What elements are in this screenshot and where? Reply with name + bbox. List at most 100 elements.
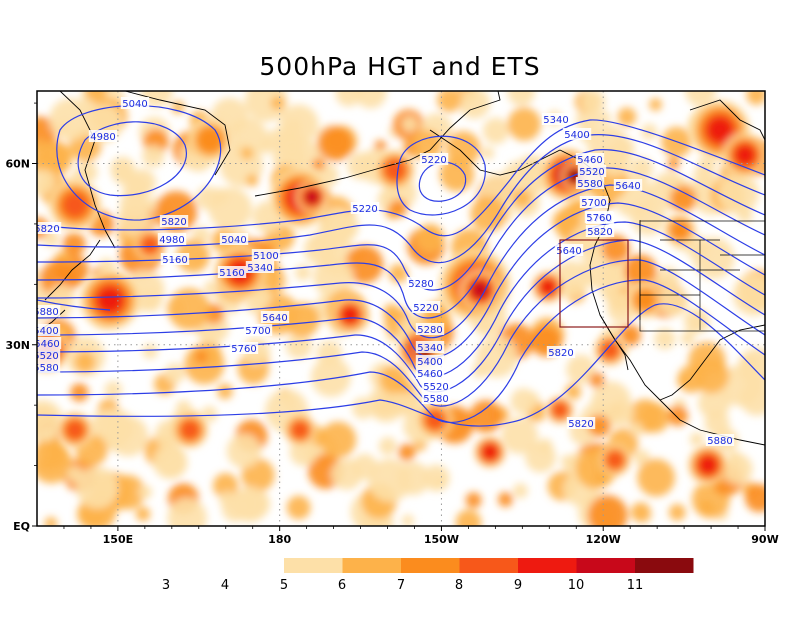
contour-label: 5640 — [554, 244, 584, 257]
contour-label: 5340 — [415, 341, 445, 354]
svg-text:5520: 5520 — [423, 382, 448, 393]
contour-label: 5580 — [575, 177, 605, 190]
legend-swatch — [401, 558, 460, 573]
y-tick-label: 60N — [5, 158, 30, 171]
contour-label: 5040 — [219, 233, 249, 246]
svg-text:4980: 4980 — [159, 235, 184, 246]
svg-text:5640: 5640 — [262, 313, 287, 324]
legend-swatch — [576, 558, 635, 573]
svg-text:5820: 5820 — [568, 419, 593, 430]
svg-text:5340: 5340 — [417, 343, 442, 354]
legend-swatch — [518, 558, 577, 573]
contour-label: 5220 — [419, 153, 449, 166]
legend-swatch — [284, 558, 343, 573]
svg-text:5760: 5760 — [586, 213, 611, 224]
contour-label: 5400 — [33, 324, 61, 337]
contour-label: 5820 — [37, 222, 62, 235]
svg-text:5280: 5280 — [408, 279, 433, 290]
legend-label: 8 — [455, 578, 463, 593]
svg-text:5160: 5160 — [162, 255, 187, 266]
svg-text:5700: 5700 — [581, 198, 606, 209]
svg-text:5340: 5340 — [543, 115, 568, 126]
contour-label: 5040 — [120, 97, 150, 110]
contour-label: 4980 — [88, 130, 118, 143]
svg-text:5100: 5100 — [253, 251, 278, 262]
contour-label: 5820 — [585, 225, 615, 238]
y-tick-label: 30N — [5, 339, 30, 352]
contour-label: 5460 — [415, 367, 445, 380]
contour-label: 5520 — [33, 349, 61, 362]
contour-label: 5820 — [546, 346, 576, 359]
svg-text:5460: 5460 — [417, 369, 442, 380]
legend-colorbar: 3 4 5 6 7 8 9 10 11 — [162, 558, 694, 593]
svg-text:5640: 5640 — [556, 246, 581, 257]
contour-label: 5520 — [421, 380, 451, 393]
svg-text:5040: 5040 — [122, 99, 147, 110]
svg-text:5400: 5400 — [33, 326, 58, 337]
contour-label: 4980 — [157, 233, 187, 246]
legend-label: 5 — [280, 578, 288, 593]
contour-label: 5580 — [421, 392, 451, 405]
legend-label: 3 — [162, 578, 170, 593]
contour-label: 5640 — [260, 311, 290, 324]
svg-text:5400: 5400 — [564, 130, 589, 141]
contour-label: 5580 — [33, 361, 61, 374]
svg-text:5520: 5520 — [579, 167, 604, 178]
contour-label: 5160 — [217, 266, 247, 279]
contour-label: 5700 — [243, 324, 273, 337]
ets-shading — [37, 91, 765, 526]
legend-label: 6 — [338, 578, 346, 593]
legend-label: 4 — [221, 578, 229, 593]
contour-label: 5220 — [350, 202, 380, 215]
map-frame — [36, 90, 766, 527]
legend-label: 7 — [397, 578, 405, 593]
contour-label: 5820 — [566, 417, 596, 430]
contour-label: 5340 — [245, 261, 275, 274]
contour-label: 5460 — [34, 337, 62, 350]
svg-text:5220: 5220 — [413, 303, 438, 314]
x-tick-label: 150W — [424, 533, 459, 546]
contour-label: 5220 — [411, 301, 441, 314]
region-boxes — [559, 220, 765, 332]
x-tick-label: 150E — [103, 533, 133, 546]
legend-swatch — [342, 558, 401, 573]
svg-text:5460: 5460 — [34, 339, 59, 350]
legend-swatch — [459, 558, 518, 573]
svg-text:5580: 5580 — [33, 363, 58, 374]
axes: 150E 180 150W 120W 90W 60N 30N EQ — [5, 102, 779, 546]
svg-text:5880: 5880 — [707, 436, 732, 447]
svg-text:5820: 5820 — [587, 227, 612, 238]
svg-text:5040: 5040 — [221, 235, 246, 246]
svg-text:5820: 5820 — [548, 348, 573, 359]
x-tick-label: 180 — [268, 533, 291, 546]
svg-text:5280: 5280 — [417, 325, 442, 336]
contour-label: 5880 — [37, 305, 61, 318]
svg-text:5760: 5760 — [231, 344, 256, 355]
svg-text:5340: 5340 — [247, 263, 272, 274]
svg-text:5640: 5640 — [615, 181, 640, 192]
legend-label: 11 — [627, 578, 644, 593]
svg-text:5400: 5400 — [417, 357, 442, 368]
contour-label: 5820 — [159, 215, 189, 228]
svg-text:5220: 5220 — [352, 204, 377, 215]
svg-text:5220: 5220 — [421, 155, 446, 166]
svg-text:5520: 5520 — [33, 351, 58, 362]
contour-label: 5700 — [579, 196, 609, 209]
contour-label: 5340 — [541, 113, 571, 126]
svg-text:5460: 5460 — [577, 155, 602, 166]
legend-label: 9 — [514, 578, 522, 593]
svg-text:5580: 5580 — [577, 179, 602, 190]
svg-text:4980: 4980 — [90, 132, 115, 143]
svg-text:5820: 5820 — [161, 217, 186, 228]
contour-label: 5280 — [415, 323, 445, 336]
map-title: 500hPa HGT and ETS — [259, 52, 541, 81]
svg-text:5160: 5160 — [219, 268, 244, 279]
contour-label: 5640 — [613, 179, 643, 192]
svg-text:5700: 5700 — [245, 326, 270, 337]
contour-label: 5400 — [562, 128, 592, 141]
contour-label: 5520 — [577, 165, 607, 178]
contour-label: 5760 — [584, 211, 614, 224]
x-tick-label: 120W — [586, 533, 621, 546]
